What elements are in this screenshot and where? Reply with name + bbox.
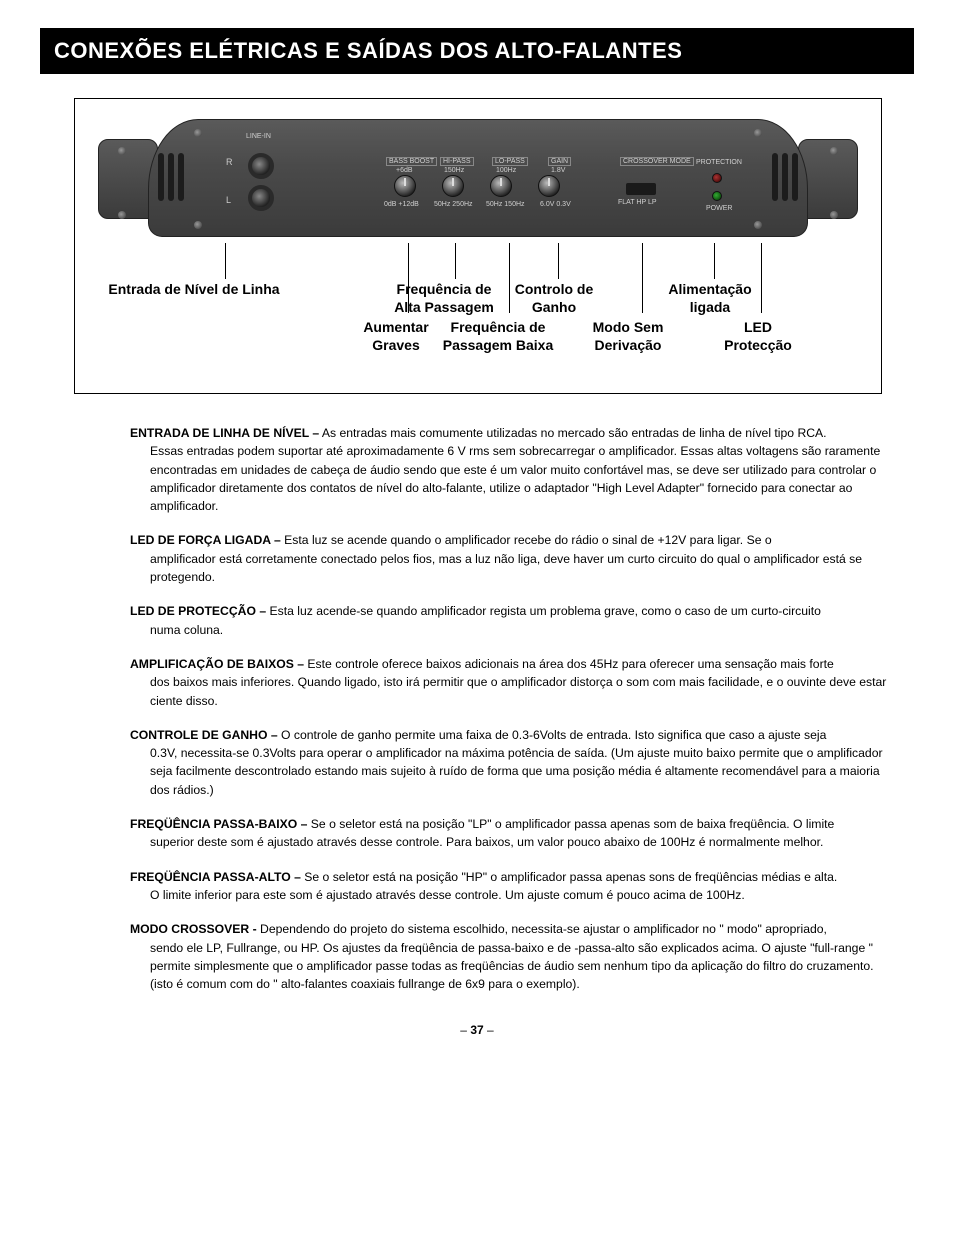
label-line-in: LINE-IN (246, 133, 271, 140)
callout-label: Alimentaçãoligada (668, 281, 751, 316)
amp-screw (194, 221, 202, 229)
label-bass-boost-range: 0dB +12dB (384, 201, 419, 208)
section-lead: FREQÜÊNCIA PASSA-ALTO – (130, 870, 301, 884)
section-lead: ENTRADA DE LINHA DE NÍVEL – (130, 426, 319, 440)
led-protection (712, 173, 722, 183)
amp-screw (194, 129, 202, 137)
knob-lo-pass (490, 175, 512, 197)
label-r: R (226, 157, 233, 167)
callout-label: Frequência deAlta Passagem (394, 281, 494, 316)
callout-label: Modo SemDerivação (593, 319, 664, 354)
leader-line (714, 243, 715, 279)
knob-row (394, 175, 560, 197)
callouts-area: Entrada de Nível de Linha Frequência deAl… (98, 243, 858, 393)
section-body: numa coluna. (150, 621, 898, 639)
page-number-value: 37 (470, 1023, 483, 1037)
section-lead: LED DE FORÇA LIGADA – (130, 533, 281, 547)
amp-vent-slot (792, 153, 798, 201)
body-section: MODO CROSSOVER - Dependendo do projeto d… (130, 920, 898, 993)
label-protection: PROTECTION (696, 159, 742, 166)
amp-vent-slot (772, 153, 778, 201)
leader-line (455, 243, 456, 279)
amplifier-illustration: LINE-IN R L BASS BOOST +6dB HI-PASS 150H… (98, 113, 858, 243)
section-body: Essas entradas podem suportar até aproxi… (150, 442, 898, 515)
knob-hi-pass (442, 175, 464, 197)
label-crossover: CROSSOVER MODE (620, 157, 694, 166)
label-crossover-range: FLAT HP LP (618, 199, 657, 206)
body-section: AMPLIFICAÇÃO DE BAIXOS – Este controle o… (130, 655, 898, 710)
label-lo-pass: LO-PASS (492, 157, 528, 166)
section-body: O limite inferior para este som é ajusta… (150, 886, 898, 904)
rca-jack-left (248, 185, 274, 211)
label-hi-pass-range: 50Hz 250Hz (434, 201, 473, 208)
section-body: 0.3V, necessita-se 0.3Volts para operar … (150, 744, 898, 799)
crossover-switch (626, 183, 656, 195)
section-body: superior deste som é ajustado através de… (150, 833, 898, 851)
label-gain-center: 1.8V (551, 167, 565, 174)
amp-screw (754, 129, 762, 137)
amp-vent-slot (178, 153, 184, 201)
callout-label: AumentarGraves (363, 319, 428, 354)
led-power (712, 191, 722, 201)
section-body: sendo ele LP, Fullrange, ou HP. Os ajust… (150, 939, 898, 994)
page-number: – 37 – (40, 1023, 914, 1037)
label-power: POWER (706, 205, 732, 212)
amp-vent-slot (168, 153, 174, 201)
section-lead: LED DE PROTECÇÃO – (130, 604, 266, 618)
body-sections: ENTRADA DE LINHA DE NÍVEL – As entradas … (130, 424, 898, 993)
section-body: dos baixos mais inferiores. Quando ligad… (150, 673, 898, 710)
label-l: L (226, 195, 231, 205)
callout-label: Entrada de Nível de Linha (108, 281, 279, 299)
body-section: CONTROLE DE GANHO – O controle de ganho … (130, 726, 898, 799)
amp-screw (118, 147, 126, 155)
label-lo-pass-range: 50Hz 150Hz (486, 201, 525, 208)
body-section: LED DE FORÇA LIGADA – Esta luz se acende… (130, 531, 898, 586)
body-section: FREQÜÊNCIA PASSA-BAIXO – Se o seletor es… (130, 815, 898, 852)
callout-label: Controlo deGanho (515, 281, 594, 316)
amp-screw (118, 211, 126, 219)
leader-line (642, 243, 643, 313)
rca-input-group: R L (248, 147, 274, 217)
leader-line (558, 243, 559, 279)
body-section: ENTRADA DE LINHA DE NÍVEL – As entradas … (130, 424, 898, 515)
leader-line (761, 243, 762, 313)
label-hi-pass: HI-PASS (440, 157, 474, 166)
label-bass-boost: BASS BOOST (386, 157, 437, 166)
knob-bass-boost (394, 175, 416, 197)
section-title-bar: CONEXÕES ELÉTRICAS E SAÍDAS DOS ALTO-FAL… (40, 28, 914, 74)
leader-line (509, 243, 510, 313)
label-gain-range: 6.0V 0.3V (540, 201, 571, 208)
label-lo-pass-center: 100Hz (496, 167, 516, 174)
section-lead: AMPLIFICAÇÃO DE BAIXOS – (130, 657, 304, 671)
section-title: CONEXÕES ELÉTRICAS E SAÍDAS DOS ALTO-FAL… (54, 38, 682, 63)
amp-screw (830, 211, 838, 219)
amp-vent-slot (782, 153, 788, 201)
section-lead: CONTROLE DE GANHO – (130, 728, 278, 742)
leader-line (225, 243, 226, 279)
section-lead: FREQÜÊNCIA PASSA-BAIXO – (130, 817, 307, 831)
body-section: LED DE PROTECÇÃO – Esta luz acende-se qu… (130, 602, 898, 639)
section-body: amplificador está corretamente conectado… (150, 550, 898, 587)
label-gain: GAIN (548, 157, 571, 166)
label-hi-pass-center: 150Hz (444, 167, 464, 174)
label-bass-boost-center: +6dB (396, 167, 413, 174)
amp-vent-slot (158, 153, 164, 201)
amplifier-diagram-frame: LINE-IN R L BASS BOOST +6dB HI-PASS 150H… (74, 98, 882, 394)
section-lead: MODO CROSSOVER - (130, 922, 257, 936)
callout-label: LEDProtecção (724, 319, 792, 354)
knob-gain (538, 175, 560, 197)
body-section: FREQÜÊNCIA PASSA-ALTO – Se o seletor est… (130, 868, 898, 905)
amp-screw (754, 221, 762, 229)
rca-jack-right (248, 153, 274, 179)
amp-screw (830, 147, 838, 155)
callout-label: Frequência dePassagem Baixa (443, 319, 554, 354)
